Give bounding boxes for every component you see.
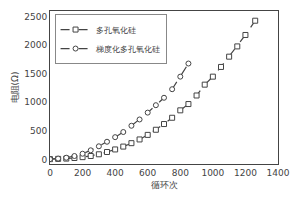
svg-text:1000: 1000	[201, 168, 224, 178]
svg-text:多孔氧化硅: 多孔氧化硅	[96, 26, 136, 35]
svg-text:1000: 1000	[24, 97, 47, 107]
svg-text:200: 200	[74, 168, 91, 178]
svg-text:2000: 2000	[24, 40, 47, 50]
svg-text:1500: 1500	[24, 69, 47, 79]
svg-text:0: 0	[41, 155, 47, 165]
svg-text:循环次: 循环次	[151, 180, 178, 190]
svg-text:400: 400	[107, 168, 124, 178]
svg-text:0: 0	[47, 168, 53, 178]
svg-text:梯度化多孔氧化硅: 梯度化多孔氧化硅	[95, 45, 160, 54]
svg-text:600: 600	[139, 168, 156, 178]
svg-text:800: 800	[172, 168, 189, 178]
svg-text:电阻(Ω): 电阻(Ω)	[10, 72, 20, 104]
svg-text:1200: 1200	[234, 168, 257, 178]
svg-text:500: 500	[30, 126, 47, 136]
svg-text:2500: 2500	[24, 12, 47, 22]
svg-text:1400: 1400	[267, 168, 290, 178]
